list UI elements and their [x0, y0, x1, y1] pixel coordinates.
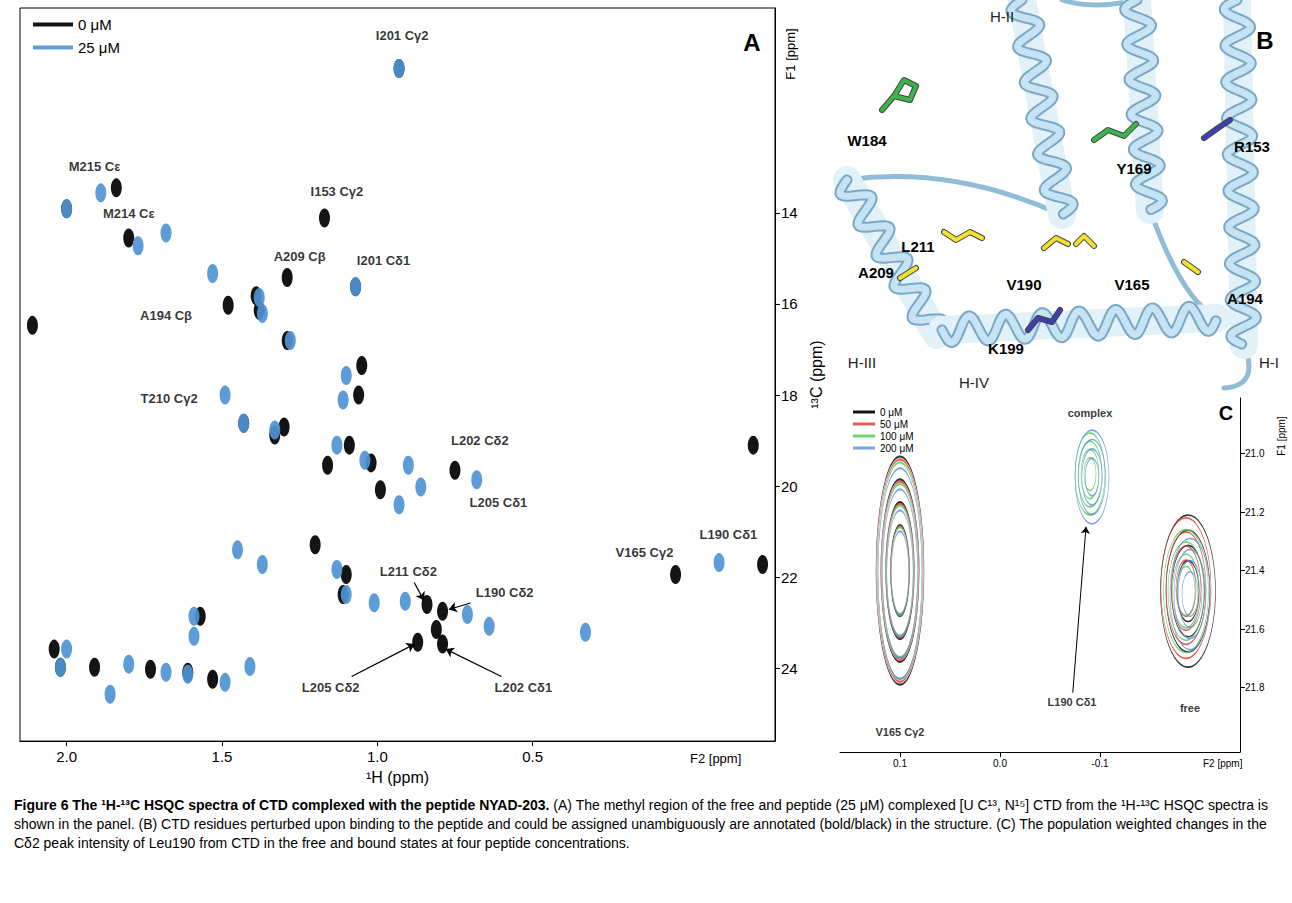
html-text:Figure 6 The ¹H-¹³C HSQC spect: Figure 6 The ¹H-¹³C HSQC spectra of CTD …: [14, 797, 1268, 851]
svg-text:K199: K199: [988, 340, 1024, 357]
svg-text:L205 Cδ1: L205 Cδ1: [470, 495, 528, 510]
svg-text:F2 [ppm]: F2 [ppm]: [690, 751, 741, 766]
svg-text:R153: R153: [1234, 138, 1270, 155]
svg-text:0 μM: 0 μM: [880, 407, 902, 418]
svg-text:18: 18: [781, 387, 798, 404]
svg-text:L190 Cδ1: L190 Cδ1: [700, 527, 758, 542]
svg-text:A: A: [743, 29, 760, 56]
svg-text:-0.1: -0.1: [1091, 758, 1109, 769]
svg-text:A209: A209: [858, 264, 894, 281]
svg-text:21.6: 21.6: [1245, 624, 1265, 635]
svg-text:W184: W184: [847, 132, 887, 149]
svg-text:21.2: 21.2: [1245, 507, 1265, 518]
svg-text:L211 Cδ2: L211 Cδ2: [380, 564, 437, 579]
svg-text:0.5: 0.5: [522, 748, 543, 765]
svg-text:complex: complex: [1068, 407, 1114, 419]
svg-text:A194: A194: [1227, 290, 1264, 307]
svg-text:I201 Cδ1: I201 Cδ1: [357, 253, 410, 268]
svg-text:16: 16: [781, 295, 798, 312]
svg-text:25 μM: 25 μM: [78, 39, 120, 56]
svg-text:2.0: 2.0: [56, 748, 77, 765]
svg-text:L190 Cδ1: L190 Cδ1: [1048, 696, 1097, 708]
svg-text:L202 Cδ2: L202 Cδ2: [451, 433, 509, 448]
svg-text:I153 Cγ2: I153 Cγ2: [311, 184, 364, 199]
svg-text:F2 [ppm]: F2 [ppm]: [1203, 758, 1243, 769]
svg-text:¹³C (ppm): ¹³C (ppm): [808, 340, 825, 408]
svg-text:0 μM: 0 μM: [78, 16, 112, 33]
svg-text:21.4: 21.4: [1245, 565, 1265, 576]
svg-text:F1 [ppm]: F1 [ppm]: [1276, 416, 1287, 456]
svg-text:¹H (ppm): ¹H (ppm): [366, 769, 429, 786]
svg-text:V165 Cγ2: V165 Cγ2: [616, 545, 674, 560]
svg-text:H-II: H-II: [990, 8, 1014, 25]
svg-text:A194 Cβ: A194 Cβ: [140, 308, 192, 323]
svg-text:L211: L211: [901, 238, 934, 255]
svg-text:L202 Cδ1: L202 Cδ1: [494, 680, 552, 695]
svg-text:free: free: [1180, 702, 1200, 714]
svg-text:21.8: 21.8: [1245, 682, 1265, 693]
svg-text:21.0: 21.0: [1245, 448, 1265, 459]
svg-text:0.1: 0.1: [893, 758, 907, 769]
svg-text:M215 Cε: M215 Cε: [69, 159, 121, 174]
svg-text:H-III: H-III: [848, 354, 876, 371]
svg-text:T210 Cγ2: T210 Cγ2: [141, 391, 198, 406]
svg-text:100 μM: 100 μM: [880, 431, 914, 442]
svg-text:1.5: 1.5: [212, 748, 233, 765]
svg-text:A209 Cβ: A209 Cβ: [274, 249, 326, 264]
svg-text:24: 24: [781, 660, 798, 677]
svg-text:C: C: [1219, 402, 1233, 424]
svg-text:20: 20: [781, 478, 798, 495]
svg-text:I201 Cγ2: I201 Cγ2: [376, 28, 429, 43]
svg-text:M214 Cε: M214 Cε: [103, 206, 155, 221]
svg-text:V190: V190: [1006, 276, 1041, 293]
svg-text:Y169: Y169: [1116, 160, 1151, 177]
svg-text:22: 22: [781, 569, 798, 586]
svg-text:1.0: 1.0: [367, 748, 388, 765]
svg-text:50 μM: 50 μM: [880, 419, 908, 430]
svg-text:H-IV: H-IV: [959, 374, 989, 391]
svg-text:B: B: [1256, 27, 1273, 54]
svg-text:L205 Cδ2: L205 Cδ2: [302, 680, 360, 695]
svg-text:V165 Cγ2: V165 Cγ2: [876, 726, 925, 738]
svg-text:14: 14: [781, 204, 798, 221]
svg-text:200 μM: 200 μM: [880, 443, 914, 454]
svg-text:H-I: H-I: [1259, 354, 1279, 371]
svg-text:F1 [ppm]: F1 [ppm]: [783, 28, 798, 79]
svg-text:V165: V165: [1114, 276, 1149, 293]
svg-text:L190 Cδ2: L190 Cδ2: [476, 585, 534, 600]
svg-text:0.0: 0.0: [993, 758, 1007, 769]
